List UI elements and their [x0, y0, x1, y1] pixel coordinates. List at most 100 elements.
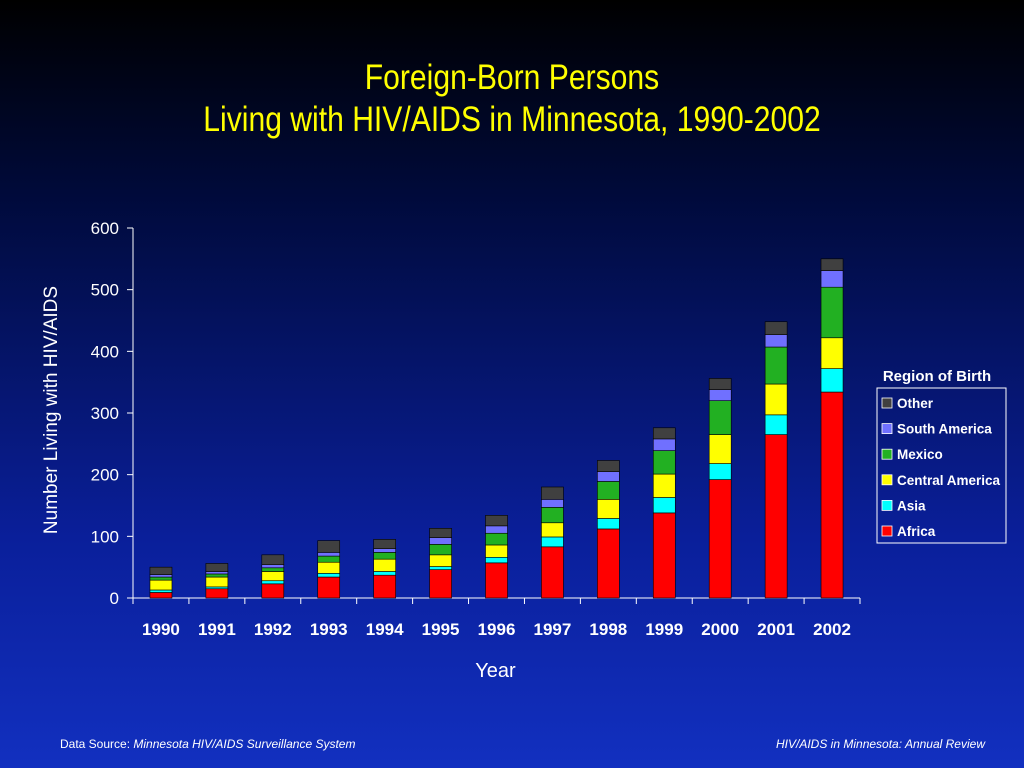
legend-swatch-central-america [881, 474, 893, 486]
bar-segment-mexico-1998 [597, 481, 620, 500]
bar-segment-asia-2001 [764, 414, 788, 435]
bar-segment-south-america-2001 [764, 334, 788, 348]
legend-swatch-africa [881, 525, 893, 537]
bar-segment-south-america-1995 [429, 537, 452, 545]
bar-segment-central-america-1990 [149, 579, 173, 591]
bar-segment-asia-1994 [373, 571, 396, 576]
bar-segment-south-america-1991 [205, 571, 229, 575]
bar-segment-central-america-2002 [820, 337, 844, 369]
legend-label-mexico: Mexico [897, 447, 943, 462]
data-source-label: Data Source: [60, 737, 131, 751]
bar-segment-other-1996 [485, 515, 508, 527]
x-tick-label: 2001 [757, 620, 795, 639]
bar-segment-other-1999 [652, 427, 676, 440]
y-tick-label: 200 [91, 466, 119, 485]
x-axis-title: Year [475, 660, 516, 682]
x-tick-label: 1995 [422, 620, 460, 639]
bar-segment-africa-1995 [429, 569, 452, 599]
data-source-note: Data Source: Minnesota HIV/AIDS Surveill… [60, 737, 355, 751]
bar-segment-other-1990 [149, 566, 173, 575]
legend-label-central-america: Central America [897, 473, 1001, 488]
bar-segment-central-america-1993 [317, 561, 341, 574]
bar-segment-mexico-1997 [541, 507, 564, 524]
legend-swatch-south-america [881, 423, 893, 435]
bar-segment-south-america-1997 [541, 499, 564, 508]
bar-segment-asia-1992 [261, 580, 285, 585]
bar-segment-south-america-2000 [708, 389, 732, 401]
bar-segment-mexico-2000 [708, 400, 732, 435]
x-tick-label: 1991 [198, 620, 236, 639]
bar-segment-south-america-1993 [317, 552, 341, 557]
legend-label-south-america: South America [897, 422, 992, 437]
bar-segment-central-america-2001 [764, 383, 788, 416]
bar-segment-africa-1991 [205, 588, 229, 599]
x-tick-label: 1994 [366, 620, 404, 639]
bar-segment-central-america-1997 [541, 522, 564, 538]
legend-box [876, 387, 1007, 544]
bar-segment-africa-1993 [317, 576, 341, 599]
bar-segment-south-america-1994 [373, 548, 396, 553]
x-tick-label: 1992 [254, 620, 292, 639]
x-tick-label: 2002 [813, 620, 851, 639]
y-tick-label: 100 [91, 527, 119, 546]
bar-segment-south-america-1998 [597, 471, 620, 482]
legend-title: Region of Birth [883, 368, 991, 385]
bar-segment-other-2001 [764, 321, 788, 335]
bar-segment-central-america-1991 [205, 576, 229, 588]
bar-segment-asia-1996 [485, 556, 508, 564]
x-tick-label: 1997 [534, 620, 572, 639]
legend-label-asia: Asia [897, 498, 926, 513]
y-tick-label: 600 [91, 219, 119, 238]
bar-segment-central-america-1999 [652, 473, 676, 498]
bar-segment-mexico-2002 [820, 286, 844, 339]
bar-segment-asia-1999 [652, 497, 676, 514]
bar-segment-central-america-1998 [597, 499, 620, 519]
bar-segment-south-america-1992 [261, 564, 285, 569]
bar-segment-other-1995 [429, 528, 452, 538]
bar-segment-other-1994 [373, 539, 396, 549]
bar-segment-africa-2001 [764, 434, 788, 599]
bar-segment-africa-2000 [708, 479, 732, 599]
bar-segment-other-1992 [261, 554, 285, 565]
bar-segment-mexico-2001 [764, 346, 788, 385]
y-tick-label: 0 [110, 589, 119, 608]
bar-segment-central-america-1995 [429, 554, 452, 567]
bar-segment-other-1997 [541, 486, 564, 500]
bar-segment-other-1998 [597, 460, 620, 472]
bar-segment-mexico-1992 [261, 567, 285, 572]
bar-segment-africa-1992 [261, 583, 285, 599]
bar-segment-asia-1998 [597, 518, 620, 530]
bar-segment-mexico-1991 [205, 573, 229, 578]
bar-segment-central-america-1996 [485, 544, 508, 558]
bar-segment-africa-1998 [597, 528, 620, 599]
bar-segment-africa-1999 [652, 512, 676, 599]
bar-segment-asia-1990 [149, 589, 173, 593]
x-tick-label: 1990 [142, 620, 180, 639]
bar-segment-other-2000 [708, 378, 732, 390]
bar-segment-mexico-1990 [149, 576, 173, 581]
legend-label-other: Other [897, 396, 934, 411]
bar-segment-mexico-1993 [317, 555, 341, 563]
report-name-note: HIV/AIDS in Minnesota: Annual Review [776, 737, 985, 751]
bar-segment-mexico-1999 [652, 450, 676, 475]
bar-segment-other-1991 [205, 563, 229, 572]
bar-segment-asia-1997 [541, 536, 564, 548]
bar-segment-mexico-1996 [485, 532, 508, 546]
bar-segment-mexico-1995 [429, 544, 452, 556]
bar-segment-central-america-1992 [261, 571, 285, 582]
legend-swatch-mexico [881, 448, 893, 460]
y-axis-title: Number Living with HIV/AIDS [41, 286, 62, 534]
bar-segment-central-america-1994 [373, 558, 396, 572]
bar-segment-asia-1993 [317, 573, 341, 578]
legend-label-africa: Africa [897, 524, 936, 539]
bar-segment-asia-2002 [820, 368, 844, 393]
bar-segment-africa-1994 [373, 574, 396, 599]
legend-swatch-asia [881, 499, 893, 511]
bar-segment-other-1993 [317, 540, 341, 553]
bar-segment-asia-1995 [429, 566, 452, 570]
bar-segment-asia-2000 [708, 463, 732, 480]
bar-segment-central-america-2000 [708, 434, 732, 464]
bar-segment-south-america-1996 [485, 525, 508, 534]
legend-swatch-other [881, 397, 893, 409]
y-tick-label: 500 [91, 281, 119, 300]
